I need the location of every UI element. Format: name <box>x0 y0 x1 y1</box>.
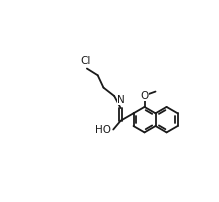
Text: O: O <box>140 90 149 101</box>
Text: Cl: Cl <box>81 56 91 66</box>
Text: N: N <box>117 95 125 105</box>
Text: HO: HO <box>95 124 111 135</box>
